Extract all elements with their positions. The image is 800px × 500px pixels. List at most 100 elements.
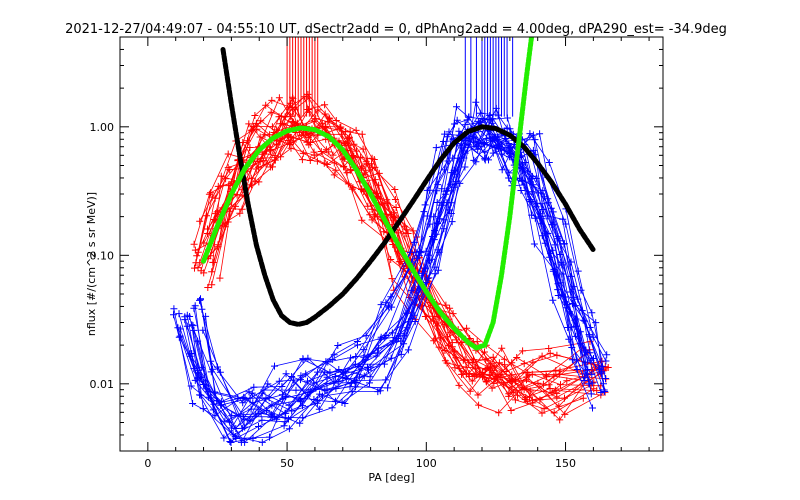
red-point xyxy=(363,160,371,168)
red-point xyxy=(507,407,515,414)
red-point xyxy=(217,172,225,180)
blue-point xyxy=(568,344,576,351)
blue-point xyxy=(285,425,293,433)
blue-point xyxy=(587,390,595,398)
blue-point xyxy=(170,305,178,313)
red-point xyxy=(287,133,295,141)
blue-point xyxy=(330,378,338,386)
blue-point xyxy=(387,354,395,362)
red-point xyxy=(324,118,332,126)
red-point xyxy=(484,363,492,371)
blue-curve xyxy=(186,136,592,430)
red-point xyxy=(307,139,314,146)
red-point xyxy=(238,205,246,213)
red-point xyxy=(306,131,314,139)
red-point xyxy=(337,123,345,131)
blue-point xyxy=(448,218,456,226)
blue-point xyxy=(434,266,442,274)
blue-point xyxy=(411,318,419,325)
blue-point xyxy=(228,424,236,432)
red-point xyxy=(550,372,558,380)
blue-point xyxy=(364,363,371,371)
red-point xyxy=(267,145,275,153)
blue-point xyxy=(526,130,534,138)
blue-point xyxy=(255,423,262,430)
blue-point xyxy=(240,413,248,421)
blue-point xyxy=(404,346,412,354)
red-point xyxy=(542,372,550,380)
red-point xyxy=(288,117,296,125)
red-point xyxy=(463,324,471,332)
blue-point xyxy=(574,267,582,275)
blue-point xyxy=(582,348,590,356)
blue-point xyxy=(603,351,611,359)
blue-point xyxy=(384,384,392,392)
blue-point xyxy=(486,112,494,119)
red-point xyxy=(507,377,515,384)
blue-point xyxy=(461,140,469,148)
blue-point xyxy=(469,133,477,141)
blue-point xyxy=(539,206,547,213)
blue-point xyxy=(353,338,361,345)
blue-point xyxy=(190,304,198,312)
red-point xyxy=(216,274,224,282)
red-point xyxy=(290,118,298,126)
blue-point xyxy=(196,296,203,304)
red-point xyxy=(251,177,259,185)
blue-point xyxy=(586,349,594,357)
blue-point xyxy=(304,377,311,385)
blue-point xyxy=(566,308,574,316)
blue-point xyxy=(282,392,290,400)
blue-point xyxy=(472,141,480,149)
red-point xyxy=(214,182,222,190)
red-point xyxy=(534,379,542,387)
red-point xyxy=(324,148,332,156)
red-point xyxy=(358,130,366,138)
blue-point xyxy=(426,257,433,265)
blue-point xyxy=(547,204,555,212)
blue-point xyxy=(602,357,610,365)
red-point xyxy=(332,117,340,124)
blue-point xyxy=(392,335,400,342)
blue-point xyxy=(227,438,235,446)
red-point xyxy=(475,401,483,409)
blue-point xyxy=(211,412,219,420)
blue-point xyxy=(416,248,424,255)
y-tick-label: 0.01 xyxy=(90,378,115,391)
red-point xyxy=(339,155,347,163)
red-point xyxy=(373,212,381,220)
blue-point xyxy=(492,104,500,112)
blue-point xyxy=(548,221,556,229)
red-point xyxy=(556,416,564,424)
blue-point xyxy=(194,369,202,377)
blue-point xyxy=(500,146,508,154)
blue-point xyxy=(310,396,318,403)
red-point xyxy=(299,149,307,157)
blue-curve xyxy=(200,107,608,418)
red-point xyxy=(368,205,376,213)
blue-point xyxy=(332,397,339,405)
red-point xyxy=(442,301,450,309)
red-point xyxy=(289,104,297,111)
blue-point xyxy=(364,353,372,361)
red-point xyxy=(452,354,460,362)
red-point xyxy=(431,335,439,343)
black-fit-curve xyxy=(220,47,596,327)
blue-point xyxy=(422,279,430,286)
blue-point xyxy=(422,247,430,255)
blue-point xyxy=(189,400,197,407)
blue-point xyxy=(537,220,545,228)
blue-point xyxy=(216,368,224,376)
blue-point xyxy=(353,378,361,386)
blue-point xyxy=(410,311,418,319)
blue-curve xyxy=(186,114,593,443)
blue-point xyxy=(331,373,339,380)
blue-point xyxy=(330,351,338,359)
blue-point xyxy=(602,375,609,382)
blue-point xyxy=(199,405,207,413)
blue-point xyxy=(517,187,525,194)
red-point xyxy=(538,409,546,417)
red-point xyxy=(604,364,612,371)
red-point xyxy=(358,186,365,193)
blue-point xyxy=(388,329,396,337)
